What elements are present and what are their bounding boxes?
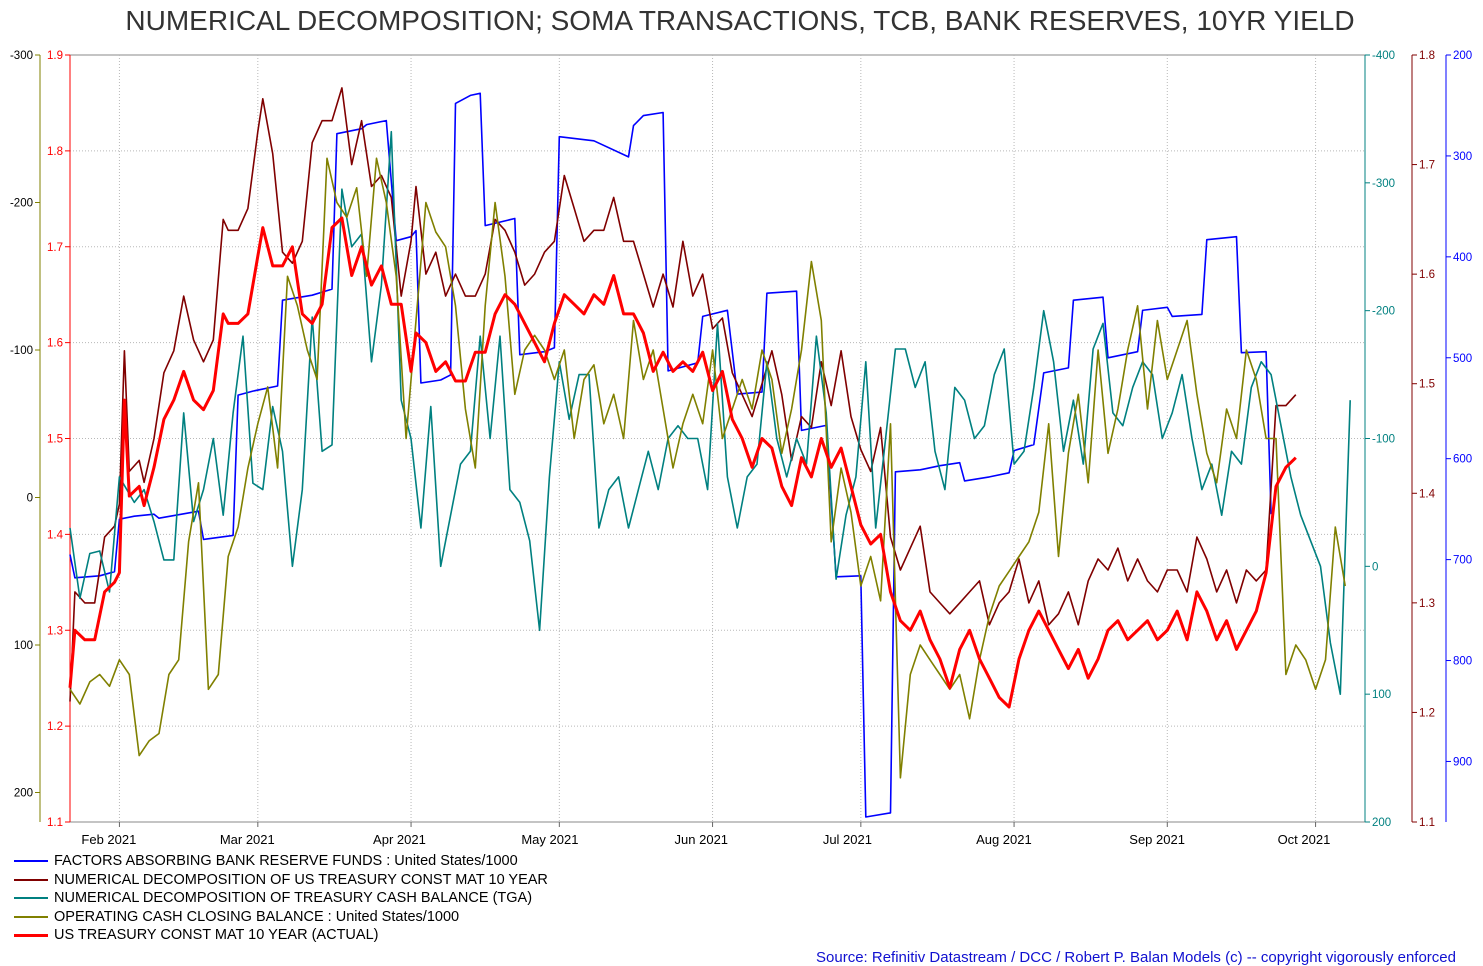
ust_actual-tick-label: 1.2: [47, 721, 63, 733]
legend-item: FACTORS ABSORBING BANK RESERVE FUNDS : U…: [14, 852, 548, 871]
series-lines: [68, 87, 1351, 818]
legend-item: US TREASURY CONST MAT 10 YEAR (ACTUAL): [14, 926, 548, 945]
reserves_factors-tick-label: 200: [1453, 50, 1472, 62]
legend-swatch: [14, 860, 48, 863]
x-tick-label: Oct 2021: [1278, 832, 1331, 847]
legend-swatch: [14, 878, 48, 881]
op_cash-tick-label: -200: [10, 198, 33, 210]
ust_decomp-tick-label: 1.1: [1419, 817, 1435, 829]
ust_decomp-tick-label: 1.7: [1419, 160, 1435, 172]
ust_actual-tick-label: 1.7: [47, 242, 63, 254]
x-tick-label: Aug 2021: [976, 832, 1032, 847]
reserves_factors-tick-label: 900: [1453, 756, 1472, 768]
x-tick-label: Sep 2021: [1129, 832, 1185, 847]
legend-item: OPERATING CASH CLOSING BALANCE : United …: [14, 908, 548, 927]
series-line-2: [69, 130, 1351, 696]
reserves_factors-tick-label: 800: [1453, 656, 1472, 668]
legend-label: NUMERICAL DECOMPOSITION OF US TREASURY C…: [54, 871, 548, 888]
ust_actual-tick-label: 1.9: [47, 50, 63, 62]
source-note: Source: Refinitiv Datastream / DCC / Rob…: [816, 949, 1456, 966]
x-tick-label: Jul 2021: [823, 832, 872, 847]
plot-frame: [69, 54, 1366, 823]
series-line-0: [69, 92, 1272, 818]
tga_decomp-tick-label: -200: [1372, 306, 1395, 318]
legend-label: US TREASURY CONST MAT 10 YEAR (ACTUAL): [54, 927, 379, 944]
op_cash-tick-label: -100: [10, 345, 33, 357]
x-tick-label: Apr 2021: [373, 832, 426, 847]
ust_actual-tick-label: 1.3: [47, 625, 63, 637]
legend-item: NUMERICAL DECOMPOSITION OF US TREASURY C…: [14, 871, 548, 890]
ust_actual-tick-label: 1.5: [47, 434, 63, 446]
ust_actual-tick-label: 1.6: [47, 338, 63, 350]
series-line-4: [68, 216, 1297, 709]
ust_actual-tick-label: 1.8: [47, 146, 63, 158]
tga_decomp-tick-label: -400: [1372, 50, 1395, 62]
reserves_factors-tick-label: 400: [1453, 252, 1472, 264]
x-tick-label: Feb 2021: [81, 832, 136, 847]
ust_decomp-tick-label: 1.8: [1419, 50, 1435, 62]
reserves_factors-tick-label: 300: [1453, 151, 1472, 163]
tga_decomp-tick-label: 0: [1372, 561, 1378, 573]
ust_decomp-tick-label: 1.6: [1419, 269, 1435, 281]
tga_decomp-tick-label: -100: [1372, 434, 1395, 446]
ust_decomp-tick-label: 1.5: [1419, 379, 1435, 391]
axes: Feb 2021 Mar 2021 Apr 2021 May 2021 Jun 2021…: [10, 50, 1472, 847]
legend-swatch: [14, 915, 48, 918]
x-tick-label: May 2021: [521, 832, 578, 847]
legend-label: OPERATING CASH CLOSING BALANCE : United …: [54, 908, 460, 925]
legend-swatch: [14, 897, 48, 900]
series-line-1: [69, 87, 1297, 702]
tga_decomp-tick-label: -300: [1372, 178, 1395, 190]
reserves_factors-tick-label: 500: [1453, 353, 1472, 365]
reserves_factors-tick-label: 600: [1453, 454, 1472, 466]
ust_decomp-tick-label: 1.3: [1419, 598, 1435, 610]
ust_actual-tick-label: 1.1: [47, 817, 63, 829]
tga_decomp-tick-label: 100: [1372, 689, 1391, 701]
reserves_factors-tick-label: 700: [1453, 555, 1472, 567]
op_cash-tick-label: -300: [10, 50, 33, 62]
legend: FACTORS ABSORBING BANK RESERVE FUNDS : U…: [14, 852, 548, 945]
legend-swatch: [14, 933, 48, 937]
x-tick-label: Jun 2021: [675, 832, 729, 847]
tga_decomp-tick-label: 200: [1372, 817, 1391, 829]
op_cash-tick-label: 0: [27, 493, 33, 505]
legend-label: NUMERICAL DECOMPOSITION OF TREASURY CASH…: [54, 890, 533, 907]
legend-label: FACTORS ABSORBING BANK RESERVE FUNDS : U…: [54, 853, 518, 870]
ust_actual-tick-label: 1.4: [47, 529, 64, 541]
op_cash-tick-label: 100: [14, 640, 33, 652]
grid: [69, 54, 1366, 823]
op_cash-tick-label: 200: [14, 788, 33, 800]
legend-item: NUMERICAL DECOMPOSITION OF TREASURY CASH…: [14, 889, 548, 908]
chart-title: NUMERICAL DECOMPOSITION; SOMA TRANSACTIO…: [125, 5, 1354, 36]
x-tick-label: Mar 2021: [220, 832, 275, 847]
series-line-3: [69, 157, 1346, 779]
ust_decomp-tick-label: 1.4: [1419, 488, 1436, 500]
ust_decomp-tick-label: 1.2: [1419, 707, 1435, 719]
